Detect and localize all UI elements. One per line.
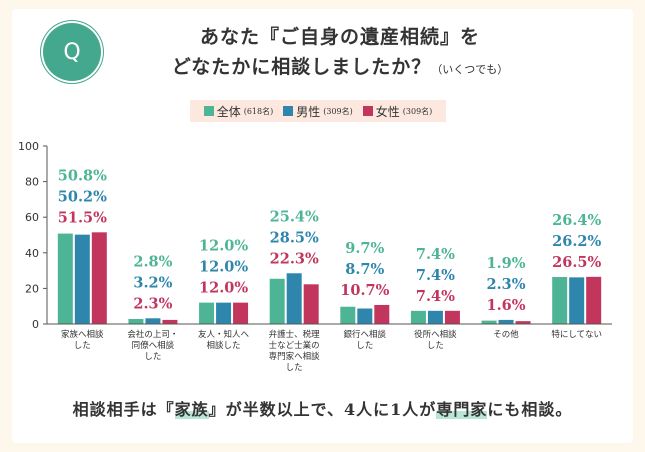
bar-all bbox=[199, 302, 215, 324]
category-label: 会社の上司・ bbox=[127, 329, 178, 340]
bar-female bbox=[91, 232, 107, 324]
legend-item-male: 男性 (309名) bbox=[283, 103, 353, 120]
title-line-2: どなたかに相談しましたか？（いくつでも） bbox=[130, 52, 550, 79]
y-tick-label: 100 bbox=[18, 140, 39, 153]
category-label: 士など士業の bbox=[269, 340, 320, 351]
value-label-all: 7.4% bbox=[416, 246, 455, 263]
bar-male bbox=[216, 302, 232, 324]
category-label: その他 bbox=[493, 329, 519, 340]
bar-all bbox=[128, 319, 144, 324]
value-label-male: 7.4% bbox=[416, 267, 455, 284]
value-label-all: 12.0% bbox=[199, 238, 248, 255]
bar-all bbox=[481, 320, 497, 324]
value-label-male: 2.3% bbox=[487, 276, 526, 293]
legend-count-female: (309名) bbox=[402, 106, 433, 116]
bar-all bbox=[340, 306, 356, 324]
bar-female bbox=[515, 321, 531, 324]
bar-male bbox=[498, 319, 514, 324]
bar-female bbox=[303, 284, 319, 324]
bar-male bbox=[569, 277, 585, 324]
value-label-all: 50.8% bbox=[58, 167, 107, 184]
category-label: した bbox=[144, 352, 161, 362]
legend-item-female: 女性 (309名) bbox=[362, 103, 433, 120]
category-label: した bbox=[74, 341, 91, 351]
category-label: した bbox=[286, 363, 303, 373]
bar-all bbox=[410, 310, 426, 324]
chart-legend: 全体 (618名) 男性 (309名) 女性 (309名) bbox=[190, 100, 446, 122]
category-label: 同僚へ相談 bbox=[132, 340, 175, 351]
bar-female bbox=[233, 302, 249, 324]
bar-male bbox=[427, 310, 443, 324]
summary-highlight-family: 家族 bbox=[174, 400, 209, 419]
summary-part-1: 相談相手は『 bbox=[72, 400, 175, 419]
value-label-all: 9.7% bbox=[345, 240, 384, 257]
legend-count-male: (309名) bbox=[323, 106, 353, 116]
y-tick-label: 80 bbox=[25, 176, 39, 189]
title-note: （いくつでも） bbox=[431, 63, 509, 76]
bar-male bbox=[357, 308, 373, 324]
question-badge: Q bbox=[43, 23, 101, 81]
summary-highlight-expert: 専門家 bbox=[436, 400, 488, 419]
title-line-2-text: どなたかに相談しましたか？ bbox=[171, 56, 432, 78]
value-label-male: 8.7% bbox=[345, 261, 384, 278]
y-tick-label: 0 bbox=[32, 318, 39, 331]
value-label-all: 25.4% bbox=[270, 208, 319, 225]
category-label: 家族へ相談 bbox=[61, 329, 104, 340]
value-label-male: 3.2% bbox=[133, 274, 172, 291]
value-label-female: 7.4% bbox=[416, 288, 455, 305]
value-label-male: 12.0% bbox=[199, 259, 248, 276]
bar-all bbox=[57, 233, 73, 324]
legend-label-female: 女性 bbox=[375, 104, 400, 119]
bar-female bbox=[586, 276, 602, 324]
y-tick-label: 20 bbox=[25, 282, 39, 295]
category-label: 専門家へ相談 bbox=[269, 351, 321, 362]
value-label-all: 1.9% bbox=[487, 255, 526, 272]
legend-count-all: (618名) bbox=[243, 106, 274, 116]
value-label-all: 26.4% bbox=[552, 212, 601, 229]
title-line-1: あなた『ご自身の遺産相続』を bbox=[199, 26, 480, 48]
category-label: 友人・知人へ bbox=[198, 329, 250, 340]
summary-part-3: にも相談。 bbox=[487, 400, 573, 419]
value-label-female: 22.3% bbox=[270, 250, 319, 267]
category-label: 弁護士、税理 bbox=[269, 329, 321, 340]
legend-swatch-male bbox=[283, 106, 294, 116]
value-label-female: 12.0% bbox=[199, 280, 248, 297]
value-label-female: 2.3% bbox=[133, 295, 172, 312]
bar-male bbox=[286, 273, 302, 324]
bar-female bbox=[444, 310, 460, 324]
legend-label-all: 全体 bbox=[216, 104, 241, 119]
bar-all bbox=[269, 278, 285, 324]
value-label-female: 51.5% bbox=[58, 209, 107, 226]
bar-female bbox=[374, 304, 390, 324]
category-label: 銀行へ相談 bbox=[344, 329, 387, 340]
value-label-male: 28.5% bbox=[270, 229, 319, 246]
category-label: 役所へ相談 bbox=[414, 329, 457, 340]
value-label-female: 26.5% bbox=[552, 254, 601, 271]
y-tick-label: 40 bbox=[25, 247, 39, 260]
bar-all bbox=[552, 277, 568, 324]
value-label-all: 2.8% bbox=[133, 253, 172, 270]
bar-male bbox=[145, 318, 161, 324]
category-label: 特にしてない bbox=[551, 329, 602, 340]
value-label-male: 26.2% bbox=[552, 233, 601, 250]
legend-label-male: 男性 bbox=[296, 104, 321, 119]
legend-swatch-female bbox=[362, 106, 373, 116]
summary-part-2: 』が半数以上で、4人に1人が bbox=[208, 400, 437, 419]
legend-item-all: 全体 (618名) bbox=[203, 103, 274, 120]
content-card bbox=[12, 9, 633, 443]
bar-male bbox=[74, 234, 90, 324]
value-label-female: 10.7% bbox=[340, 282, 389, 299]
category-label: した bbox=[356, 341, 373, 351]
legend-swatch-all bbox=[203, 106, 214, 116]
bar-female bbox=[162, 319, 178, 324]
category-label: 相談した bbox=[207, 340, 241, 351]
summary-text: 相談相手は『家族』が半数以上で、4人に1人が専門家にも相談。 bbox=[0, 396, 645, 420]
category-label: した bbox=[427, 341, 444, 351]
value-label-male: 50.2% bbox=[58, 188, 107, 205]
value-label-female: 1.6% bbox=[487, 297, 526, 314]
y-tick-label: 60 bbox=[25, 211, 39, 224]
